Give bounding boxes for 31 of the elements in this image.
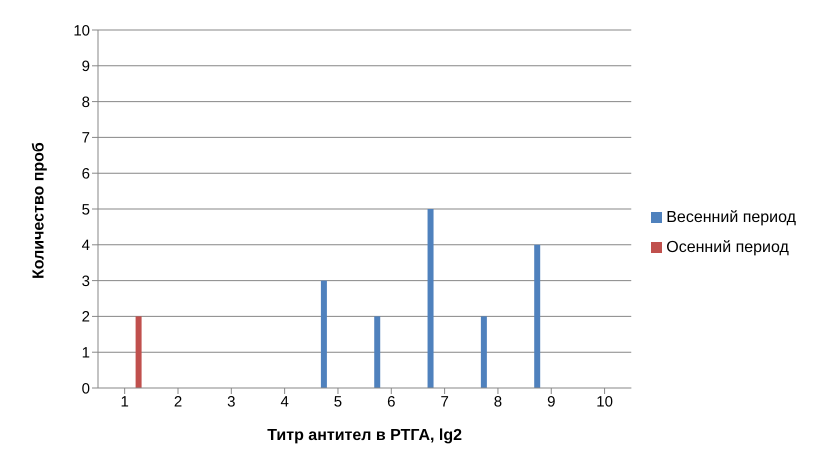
x-tick-label: 3 <box>227 394 236 411</box>
y-tick-label: 0 <box>82 380 90 398</box>
x-tick-label: 7 <box>440 394 449 411</box>
bar <box>320 280 327 388</box>
x-tick-label: 8 <box>494 394 502 411</box>
x-tick-label: 5 <box>334 394 342 411</box>
y-tick-label: 10 <box>73 22 90 40</box>
y-axis-title: Количество проб <box>30 142 48 279</box>
y-tick-label: 2 <box>82 308 90 326</box>
bar <box>374 316 380 388</box>
x-tick-label: 10 <box>596 394 613 411</box>
x-tick-label: 6 <box>387 394 396 411</box>
bar <box>480 316 487 388</box>
x-tick-label: 1 <box>120 394 129 411</box>
legend-label: Осенний период <box>666 239 789 256</box>
bar <box>534 244 540 388</box>
x-tick-label: 2 <box>174 394 182 411</box>
legend-label: Весенний период <box>666 209 796 226</box>
bar <box>136 316 142 388</box>
x-axis-title: Титр антител в РТГА, lg2 <box>267 427 462 444</box>
y-tick-label: 7 <box>82 130 90 147</box>
x-tick-label: 4 <box>280 394 289 411</box>
y-tick-label: 3 <box>82 272 90 290</box>
y-tick-label: 4 <box>82 237 90 254</box>
y-tick-label: 6 <box>82 166 90 183</box>
y-tick-label: 9 <box>82 58 90 76</box>
bar <box>428 209 434 388</box>
y-tick-label: 5 <box>82 201 90 218</box>
x-tick-label: 9 <box>547 394 556 411</box>
y-tick-label: 8 <box>82 94 90 111</box>
y-tick-label: 1 <box>82 344 90 362</box>
